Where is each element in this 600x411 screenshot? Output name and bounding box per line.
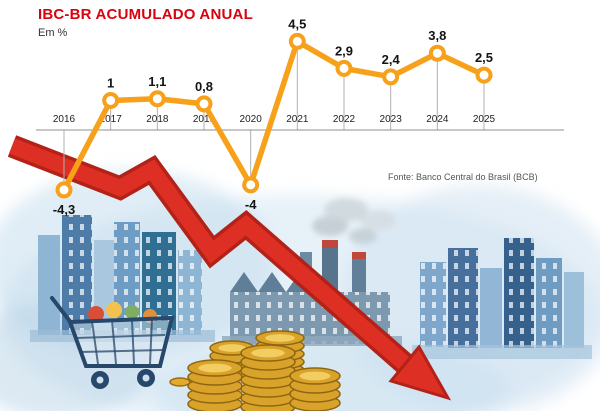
svg-text:2016: 2016	[53, 114, 76, 125]
red-arrow	[7, 135, 452, 401]
chart-title: IBC-BR ACUMULADO ANUAL	[38, 6, 253, 23]
shopping-cart	[50, 296, 191, 389]
svg-text:3,8: 3,8	[428, 28, 446, 43]
city-skyline-right	[412, 238, 592, 359]
svg-text:2021: 2021	[286, 114, 309, 125]
svg-text:2019: 2019	[193, 114, 216, 125]
svg-text:2018: 2018	[146, 114, 169, 125]
source-note: Fonte: Banco Central do Brasil (BCB)	[388, 172, 538, 182]
svg-text:2,9: 2,9	[335, 43, 353, 58]
svg-text:2024: 2024	[426, 114, 449, 125]
svg-text:1,1: 1,1	[148, 74, 166, 89]
svg-text:4,5: 4,5	[288, 16, 306, 31]
svg-text:0,8: 0,8	[195, 79, 213, 94]
coin-stacks	[187, 330, 341, 411]
svg-text:1: 1	[107, 75, 114, 90]
svg-text:2023: 2023	[380, 114, 403, 125]
svg-text:-4,3: -4,3	[53, 202, 75, 217]
chart-unit-label: Em %	[38, 27, 68, 39]
svg-text:-4: -4	[245, 197, 257, 212]
chart-header: IBC-BR ACUMULADO ANUAL Em %	[38, 6, 253, 39]
factory-smoke	[312, 198, 396, 244]
svg-text:2020: 2020	[240, 114, 263, 125]
svg-text:2,4: 2,4	[382, 52, 401, 67]
svg-text:2,5: 2,5	[475, 50, 493, 65]
svg-text:2025: 2025	[473, 114, 496, 125]
svg-text:2022: 2022	[333, 114, 356, 125]
svg-text:2017: 2017	[100, 114, 123, 125]
